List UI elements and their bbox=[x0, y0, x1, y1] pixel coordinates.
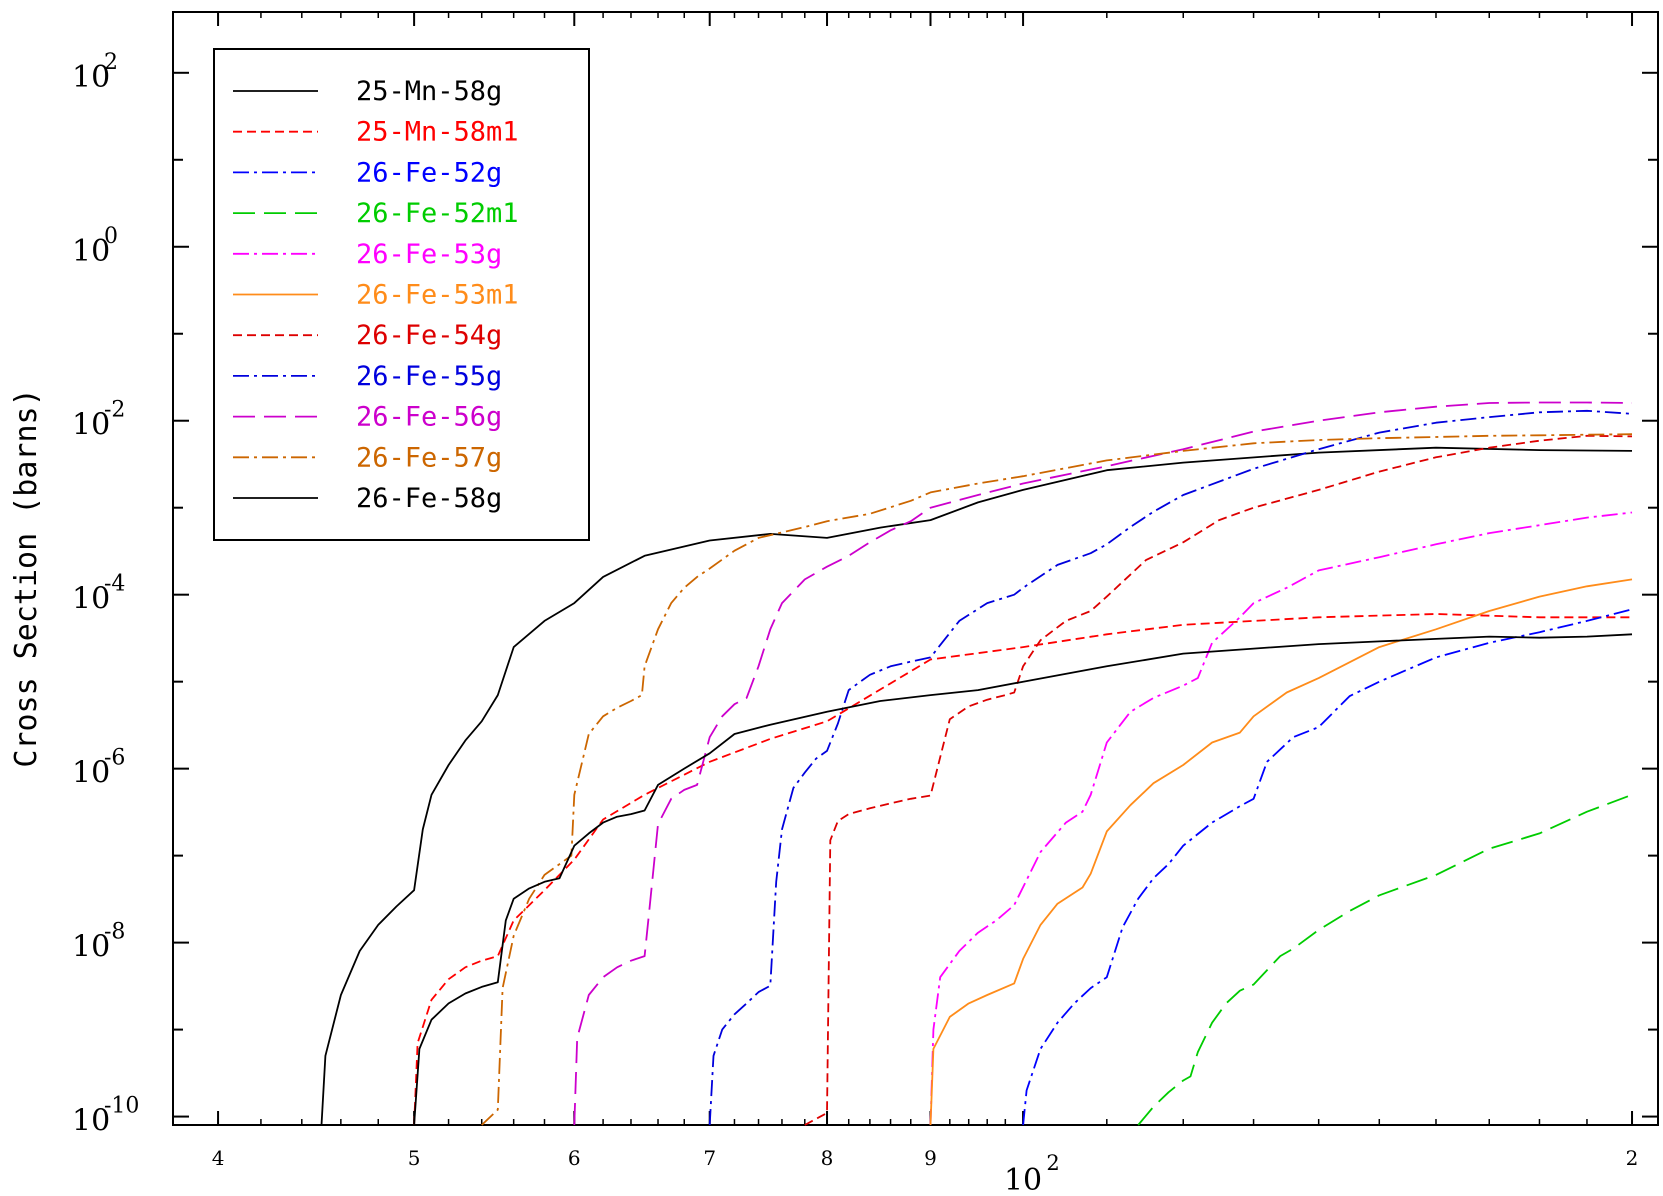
series-line-0 bbox=[320, 446, 1633, 1126]
legend-label: 26-Fe-55g bbox=[356, 361, 502, 392]
y-tick-label-base: 10 bbox=[72, 582, 110, 617]
legend-label: 26-Fe-52m1 bbox=[356, 198, 519, 229]
series-lines bbox=[320, 401, 1633, 1126]
legend-label: 26-Fe-56g bbox=[356, 402, 502, 433]
y-tick-label-exponent: 2 bbox=[104, 50, 118, 75]
y-tick-label-base: 10 bbox=[72, 234, 110, 269]
x-tick-label: 9 bbox=[924, 1146, 937, 1170]
x-tick-label: 8 bbox=[821, 1146, 834, 1170]
y-tick-label-exponent: 0 bbox=[104, 224, 118, 249]
legend-label: 25-Mn-58m1 bbox=[356, 117, 519, 148]
y-tick-label-base: 10 bbox=[72, 60, 110, 95]
legend-label: 26-Fe-53m1 bbox=[356, 280, 519, 311]
y-tick-label-exponent: -6 bbox=[104, 746, 125, 771]
x-tick-label: 2 bbox=[1626, 1146, 1639, 1170]
legend-label: 26-Fe-52g bbox=[356, 157, 502, 188]
legend-label: 26-Fe-53g bbox=[356, 239, 502, 270]
y-tick-label-exponent: -2 bbox=[104, 398, 125, 423]
x-tick-label: 5 bbox=[408, 1146, 421, 1170]
y-axis-label: Cross Section (barns) bbox=[9, 388, 44, 767]
y-tick-label-exponent: -4 bbox=[104, 572, 125, 597]
series-line-3 bbox=[1137, 793, 1633, 1126]
series-line-4 bbox=[929, 511, 1633, 1126]
legend-label: 25-Mn-58g bbox=[356, 76, 502, 107]
series-line-5 bbox=[929, 578, 1633, 1126]
series-line-9 bbox=[481, 433, 1633, 1126]
series-line-7 bbox=[708, 409, 1633, 1126]
legend-label: 26-Fe-54g bbox=[356, 320, 502, 351]
series-line-6 bbox=[804, 434, 1633, 1126]
y-tick-label-exponent: -10 bbox=[104, 1094, 139, 1119]
axis-ticks bbox=[173, 12, 1658, 1125]
y-tick-label-base: 10 bbox=[72, 1104, 110, 1139]
x-tick-label: 10 bbox=[1004, 1163, 1042, 1196]
y-tick-label-base: 10 bbox=[72, 756, 110, 791]
series-line-10 bbox=[413, 633, 1633, 1126]
y-tick-label-base: 10 bbox=[72, 930, 110, 965]
legend: 25-Mn-58g 25-Mn-58m1 26-Fe-52g 26-Fe-52m1 26… bbox=[213, 48, 590, 541]
x-tick-label-exponent: 2 bbox=[1046, 1151, 1059, 1175]
x-tick-label: 7 bbox=[703, 1146, 716, 1170]
y-tick-label-base: 10 bbox=[72, 408, 110, 443]
series-line-2 bbox=[1022, 608, 1633, 1126]
legend-entries: 25-Mn-58g 25-Mn-58m1 26-Fe-52g 26-Fe-52m1 26… bbox=[233, 76, 519, 514]
legend-label: 26-Fe-57g bbox=[356, 442, 502, 473]
series-line-1 bbox=[413, 613, 1632, 1126]
y-tick-label-exponent: -8 bbox=[104, 920, 125, 945]
plot-frame bbox=[172, 11, 1659, 1126]
x-tick-label: 6 bbox=[568, 1146, 581, 1170]
legend-label: 26-Fe-58g bbox=[356, 483, 502, 514]
series-line-8 bbox=[573, 401, 1633, 1126]
x-tick-label: 4 bbox=[212, 1146, 225, 1170]
